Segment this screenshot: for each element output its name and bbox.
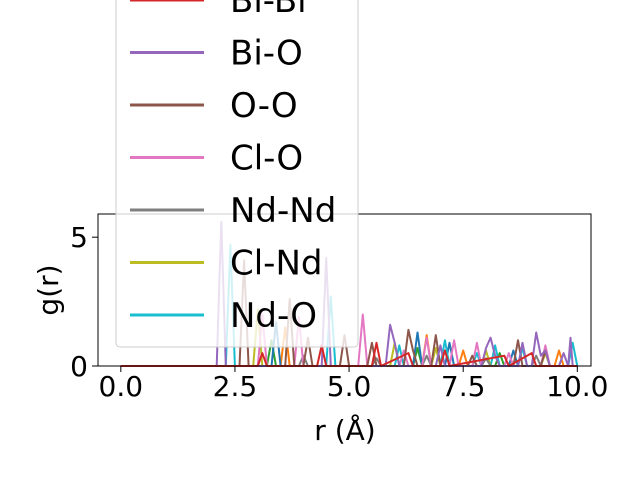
legend-label: Nd-O — [230, 296, 317, 336]
legend-label: Nd-Nd — [230, 191, 336, 231]
x-tick-label: 10.0 — [546, 370, 608, 403]
x-axis-label: r (Å) — [314, 413, 375, 447]
legend-label: Bi-Bi — [230, 0, 307, 21]
legend-label: Cl-Nd — [230, 244, 322, 284]
x-tick-label: 0.0 — [99, 370, 144, 403]
y-tick-label: 0 — [70, 350, 88, 383]
y-tick-label: 5 — [70, 221, 88, 254]
legend-box — [115, 0, 359, 348]
x-tick-label: 2.5 — [213, 370, 258, 403]
y-axis-label: g(r) — [32, 264, 65, 315]
y-axis-ticks: 05 — [70, 221, 98, 383]
x-axis-ticks: 0.0 2.5 5.0 7.5 10.0 — [99, 366, 608, 403]
x-tick-label: 7.5 — [441, 370, 486, 403]
legend-label: Cl-O — [230, 139, 303, 179]
legend-label: Bi-O — [230, 34, 303, 74]
legend-label: O-O — [230, 86, 298, 126]
series-line-unlabeled-0 — [120, 339, 578, 367]
series-line-nd-nd — [120, 354, 578, 367]
legend: Bi-Bi Bi-O O-O Cl-O Nd-Nd Cl-Nd Nd-O — [115, 0, 359, 348]
x-tick-label: 5.0 — [327, 370, 372, 403]
